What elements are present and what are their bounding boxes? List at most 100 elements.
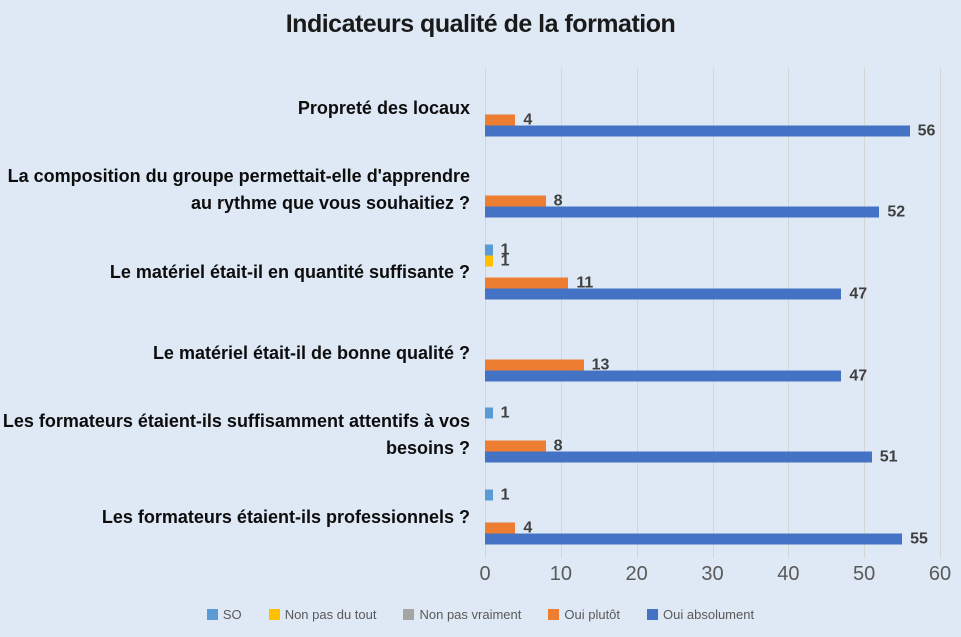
bar-oui-absolument	[485, 288, 842, 300]
bar-value-label: 52	[887, 203, 906, 221]
gridline	[636, 68, 638, 558]
bar-slot: 1	[485, 253, 867, 269]
bar-group: 4 56	[485, 81, 936, 140]
category-row: Les formateurs étaient-ils professionnel…	[0, 476, 961, 558]
x-axis-tick-label: 60	[928, 563, 952, 585]
bar-slot: 4	[485, 519, 928, 537]
bar-value-label: 56	[917, 122, 936, 140]
bar-slot	[485, 267, 867, 278]
bar-slot	[485, 174, 905, 185]
x-axis-tick-label: 30	[701, 563, 724, 585]
category-row: Le matériel était-il de bonne qualité ? 1…	[0, 313, 961, 395]
bar-oui-plutôt	[485, 277, 569, 289]
bar-oui-absolument	[485, 533, 903, 545]
legend-item-oui-absolument: Oui absolument	[647, 607, 754, 622]
legend-label: Oui absolument	[663, 607, 755, 622]
legend-swatch-icon	[647, 609, 659, 620]
bar-so	[485, 244, 493, 256]
bar-value-label: 1	[500, 486, 510, 504]
bar-slot: 1	[485, 486, 928, 504]
bar-oui-plutôt	[485, 114, 516, 126]
bar-slot	[485, 348, 867, 359]
category-row: La composition du groupe permettait-elle…	[0, 150, 961, 232]
bar-slot: 8	[485, 192, 905, 210]
category-label: Le matériel était-il de bonne qualité ?	[152, 343, 470, 364]
legend-label: Non pas vraiment	[419, 607, 522, 622]
bar-group: 8 52	[485, 163, 906, 221]
x-axis-tick-label: 20	[625, 563, 648, 585]
bar-slot: 13	[485, 356, 867, 374]
bar-slot	[485, 501, 928, 512]
legend-item-non-pas-du-tout: Non pas du tout	[268, 607, 377, 622]
bar-value-label: 1	[500, 404, 510, 422]
gridline	[940, 68, 941, 558]
bar-slot	[485, 185, 905, 196]
legend-label: Oui plutôt	[564, 607, 621, 622]
category-row: Propreté des locaux 4 56	[0, 68, 961, 150]
bar-oui-plutôt	[485, 359, 584, 371]
category-label: Les formateurs étaient-ils suffisamment …	[2, 411, 470, 459]
bar-slot	[485, 337, 867, 348]
bar-slot	[485, 163, 905, 174]
bar-value-label: 4	[523, 111, 533, 129]
bar-slot: 1	[485, 404, 898, 422]
bar-slot: 4	[485, 111, 935, 129]
bar-slot: 56	[485, 122, 936, 140]
bar-group: 1 4 55	[485, 486, 928, 548]
category-row: Les formateurs étaient-ils suffisamment …	[0, 395, 961, 477]
bar-value-label: 55	[910, 530, 928, 548]
legend: SO Non pas du tout Non pas vraiment Oui plu…	[0, 607, 961, 622]
category-label: La composition du groupe permettait-elle…	[7, 166, 470, 214]
bar-value-label: 13	[591, 356, 610, 374]
legend-swatch-icon	[206, 609, 218, 620]
bar-group: 13 47	[485, 326, 868, 385]
legend-swatch-icon	[268, 609, 280, 620]
bar-oui-absolument	[485, 206, 880, 218]
x-axis-tick-label: 10	[549, 563, 572, 585]
bar-slot	[485, 419, 898, 430]
bar-value-label: 47	[849, 285, 868, 303]
legend-swatch-icon	[548, 609, 560, 620]
bar-slot	[485, 92, 935, 103]
bar-value-label: 47	[849, 367, 868, 385]
bar-non-pas-du-tout	[485, 255, 493, 267]
bar-value-label: 8	[553, 192, 563, 210]
x-axis-tick-label: 40	[777, 563, 800, 585]
bar-oui-absolument	[485, 451, 872, 463]
legend-item-non-pas-vraiment: Non pas vraiment	[403, 607, 521, 622]
bar-slot	[485, 430, 898, 441]
bar-oui-absolument	[485, 125, 910, 137]
bar-value-label: 11	[576, 274, 594, 292]
bar-group: 1 8 51	[485, 404, 898, 466]
bar-slot	[485, 326, 867, 337]
chart-title: Indicateurs qualité de la formation	[285, 10, 676, 38]
bar-value-label: 4	[523, 519, 533, 537]
bar-group: 1 1 11 47	[485, 242, 868, 303]
bar-oui-absolument	[485, 370, 842, 382]
x-axis-tick-label: 50	[853, 563, 876, 585]
bar-value-label: 8	[553, 437, 563, 455]
gridline	[485, 68, 486, 558]
gridline	[788, 68, 790, 558]
bar-so	[485, 489, 493, 501]
category-label: Les formateurs étaient-ils professionnel…	[101, 506, 470, 527]
legend-item-so: SO	[206, 607, 242, 622]
category-label: Le matériel était-il en quantité suffisa…	[109, 261, 470, 282]
bar-slot: 51	[485, 448, 898, 466]
legend-item-oui-plutôt: Oui plutôt	[548, 607, 620, 622]
gridline	[560, 68, 562, 558]
bar-oui-plutôt	[485, 440, 546, 452]
bar-slot	[485, 81, 935, 92]
gridline	[864, 68, 866, 558]
legend-label: SO	[222, 607, 242, 622]
bar-slot	[485, 512, 928, 523]
gridline	[712, 68, 714, 558]
bar-slot: 11	[485, 274, 867, 292]
bar-value-label: 51	[879, 448, 898, 466]
bar-slot: 8	[485, 437, 898, 455]
bar-slot: 1	[485, 242, 867, 258]
legend-swatch-icon	[403, 609, 415, 620]
bar-slot	[485, 103, 935, 114]
legend-label: Non pas du tout	[284, 607, 377, 622]
